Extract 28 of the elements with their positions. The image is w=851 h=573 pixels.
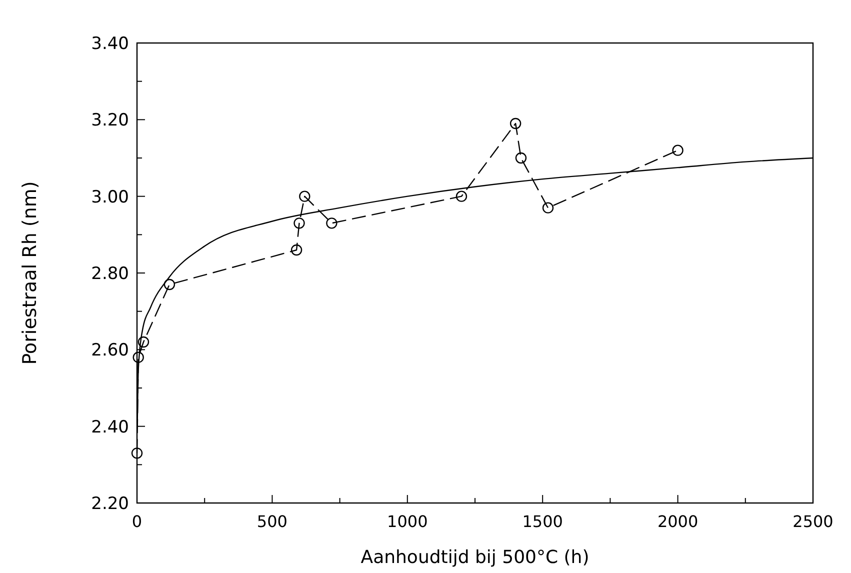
x-tick-label: 1000 — [387, 512, 428, 531]
x-tick-label: 2500 — [792, 512, 834, 531]
point — [299, 190, 310, 202]
y-tick-label: 3.20 — [91, 110, 129, 131]
point — [672, 144, 684, 156]
point — [132, 352, 144, 363]
y-axis-title: Poriestraal Rh (nm) — [19, 181, 41, 365]
y-tick-label: 2.40 — [91, 417, 129, 438]
point — [164, 278, 176, 290]
x-axis-title: Aanhoudtijd bij 500°C (h) — [360, 547, 590, 568]
point — [131, 448, 143, 459]
y-tick-label: 3.00 — [91, 187, 129, 208]
point — [510, 118, 522, 130]
y-tick-label: 2.20 — [91, 494, 129, 514]
x-tick-label: 0 — [132, 512, 142, 531]
point — [515, 152, 527, 164]
x-tick-label: 1500 — [522, 512, 563, 531]
x-tick-label: 2000 — [657, 512, 698, 531]
point — [294, 218, 305, 229]
y-tick-label: 2.60 — [91, 340, 129, 361]
y-tick-label: 2.80 — [91, 264, 129, 284]
point — [138, 336, 150, 348]
point — [326, 218, 338, 229]
y-tick-label: 3.40 — [91, 34, 129, 54]
point — [456, 190, 468, 202]
point — [542, 202, 554, 214]
x-tick-label: 500 — [256, 512, 288, 531]
point — [290, 244, 302, 256]
